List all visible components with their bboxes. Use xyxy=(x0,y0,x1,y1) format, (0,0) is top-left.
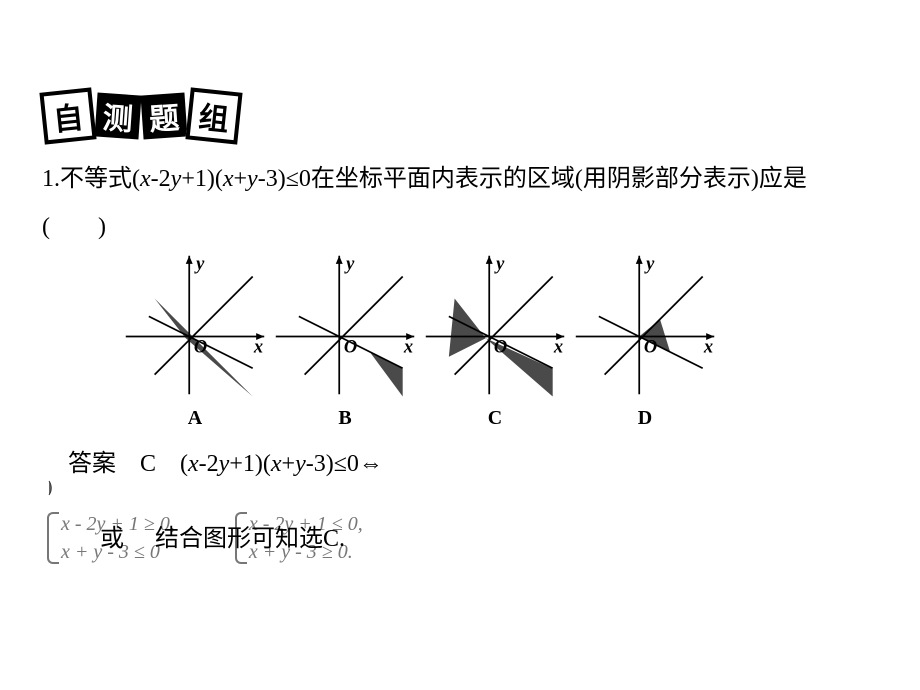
heading-char-3: 题 xyxy=(141,93,188,140)
svg-text:y: y xyxy=(344,254,355,274)
answer-label: 答案 xyxy=(68,451,116,477)
svg-text:x: x xyxy=(403,337,413,357)
figure-panel-C: Ox y C xyxy=(420,250,570,430)
figure-label: A xyxy=(120,407,270,430)
answer-choice: C xyxy=(140,451,156,477)
svg-text:O: O xyxy=(194,337,207,357)
figure-panel-B: Ox y B xyxy=(270,250,420,430)
heading-char-4: 组 xyxy=(185,87,242,144)
svg-text:O: O xyxy=(644,337,657,357)
figure-label: B xyxy=(270,407,420,430)
figure-panel-A: Ox y A xyxy=(120,250,270,430)
arc-icon xyxy=(47,479,65,497)
or-text: 或 xyxy=(100,518,124,553)
svg-text:x: x xyxy=(703,337,713,357)
figure-panel-D: Ox y D xyxy=(570,250,720,430)
conclusion-text: 结合图形可知选C. xyxy=(155,518,345,553)
answer-line: 答案 C (x-2y+1)(x+y-3)≤0⇔ xyxy=(68,443,383,478)
svg-text:O: O xyxy=(344,337,357,357)
figure-label: C xyxy=(420,407,570,430)
svg-text:y: y xyxy=(644,254,655,274)
svg-text:x: x xyxy=(553,337,563,357)
figure-label: D xyxy=(570,407,720,430)
question-text: 1.不等式(x-2y+1)(x+y-3)≤0在坐标平面内表示的区域(用阴影部分表… xyxy=(42,155,880,251)
svg-text:y: y xyxy=(494,254,505,274)
svg-text:x: x xyxy=(253,337,263,357)
heading-char-1: 自 xyxy=(39,87,96,144)
svg-text:O: O xyxy=(494,337,507,357)
svg-text:y: y xyxy=(194,254,205,274)
heading-char-2: 测 xyxy=(95,93,142,140)
figure-row: Ox y A Ox y B Ox y C Ox y D xyxy=(120,250,720,430)
question-number: 1. xyxy=(42,166,60,192)
heading-badge: 自 测 题 组 xyxy=(42,90,240,142)
